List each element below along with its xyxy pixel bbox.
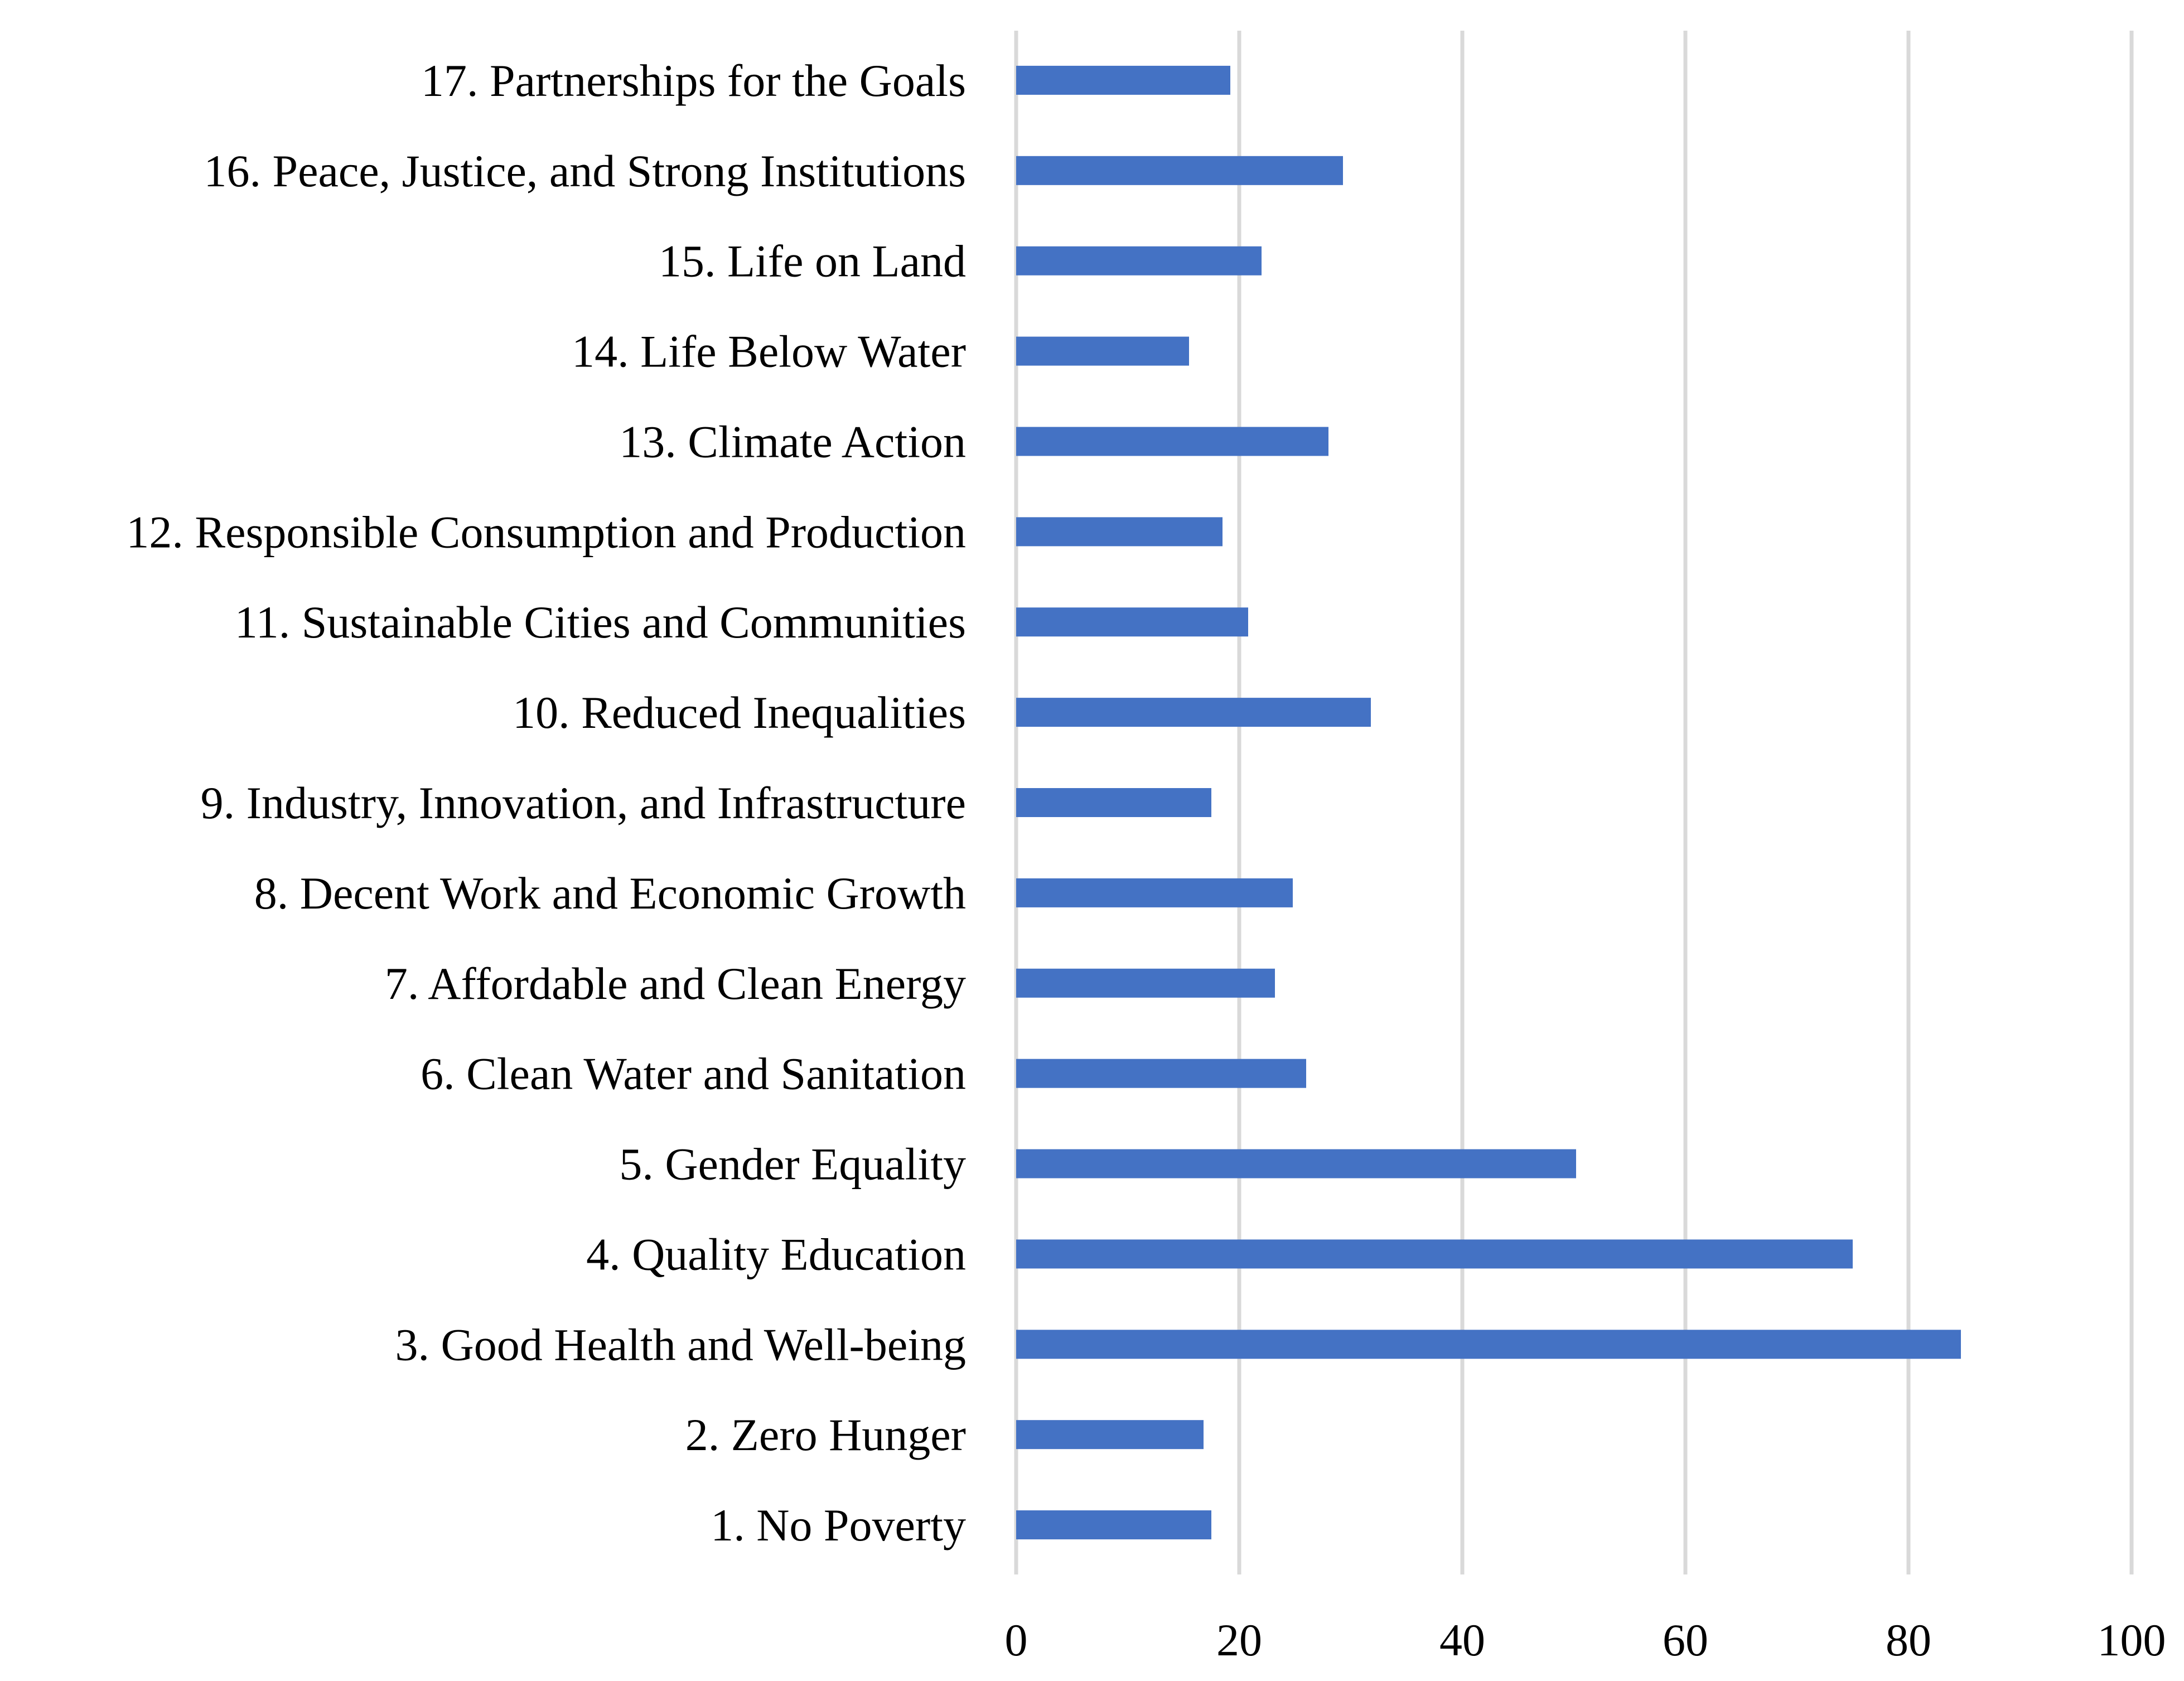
category-label: 17. Partnerships for the Goals [421, 55, 966, 106]
category-label: 9. Industry, Innovation, and Infrastruct… [201, 777, 966, 828]
category-label: 15. Life on Land [659, 236, 966, 287]
bar [1016, 1149, 1576, 1178]
x-axis-tick-labels: 0 20 40 60 80 100 [1005, 1615, 2166, 1665]
bar [1016, 427, 1328, 456]
bar [1016, 156, 1343, 185]
category-labels: 1. No Poverty 2. Zero Hunger 3. Good Healt… [126, 55, 966, 1550]
bar [1016, 1420, 1204, 1450]
category-label: 5. Gender Equality [619, 1139, 966, 1190]
category-label: 7. Affordable and Clean Energy [385, 958, 966, 1009]
bar [1016, 1239, 1853, 1269]
x-tick-label: 80 [1886, 1615, 1931, 1665]
category-label: 1. No Poverty [711, 1500, 966, 1550]
x-tick-label: 60 [1663, 1615, 1708, 1665]
bar [1016, 1059, 1306, 1088]
bar [1016, 1330, 1961, 1359]
x-tick-label: 20 [1216, 1615, 1262, 1665]
bar [1016, 788, 1211, 817]
bars [1016, 65, 1961, 1540]
x-tick-label: 100 [2098, 1615, 2166, 1665]
category-label: 3. Good Health and Well-being [395, 1319, 966, 1370]
category-label: 4. Quality Education [586, 1229, 966, 1279]
bar [1016, 246, 1262, 276]
bar [1016, 607, 1248, 637]
bar [1016, 968, 1275, 998]
bar [1016, 1510, 1211, 1540]
bar [1016, 65, 1230, 95]
category-label: 8. Decent Work and Economic Growth [254, 868, 966, 919]
category-label: 16. Peace, Justice, and Strong Instituti… [204, 146, 967, 196]
category-label: 6. Clean Water and Sanitation [421, 1049, 966, 1099]
category-label: 2. Zero Hunger [685, 1409, 966, 1460]
x-tick-label: 40 [1439, 1615, 1485, 1665]
category-label: 13. Climate Action [619, 416, 966, 467]
category-label: 10. Reduced Inequalities [513, 687, 966, 738]
x-tick-label: 0 [1005, 1615, 1028, 1665]
bar [1016, 336, 1189, 366]
category-label: 11. Sustainable Cities and Communities [235, 597, 966, 648]
bar [1016, 698, 1371, 727]
category-label: 14. Life Below Water [572, 326, 966, 377]
gridlines [1014, 31, 2134, 1574]
bar [1016, 517, 1223, 547]
category-label: 12. Responsible Consumption and Producti… [126, 506, 966, 557]
bar [1016, 878, 1293, 907]
